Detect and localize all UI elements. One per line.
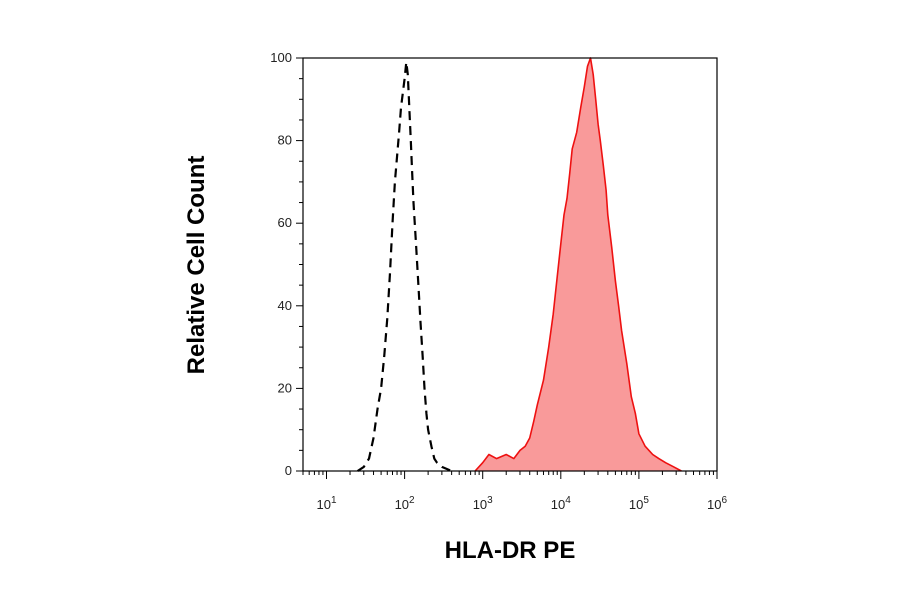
series-1-area [475,58,682,471]
axes: 0 20 40 60 80 100 101 102 103 104 105 106 [270,50,727,512]
y-tick-label: 40 [278,298,292,313]
y-tick-label: 80 [278,133,292,148]
series-0-line [356,61,453,473]
y-tick-label: 20 [278,380,292,395]
x-tick-label: 102 [395,495,415,512]
y-tick-label: 60 [278,215,292,230]
series-1-outline [474,57,682,472]
y-axis-title: Relative Cell Count [183,156,210,375]
y-tick-label: 100 [270,50,292,65]
plot-frame [302,57,718,472]
x-tick-label: 105 [629,495,649,512]
x-tick-label: 106 [707,495,727,512]
x-tick-label: 103 [473,495,493,512]
x-tick-label: 101 [316,495,336,512]
x-tick-label: 104 [551,495,571,512]
plot-area [356,57,682,473]
y-tick-label: 0 [285,463,292,478]
x-axis-title: HLA-DR PE [445,537,576,564]
